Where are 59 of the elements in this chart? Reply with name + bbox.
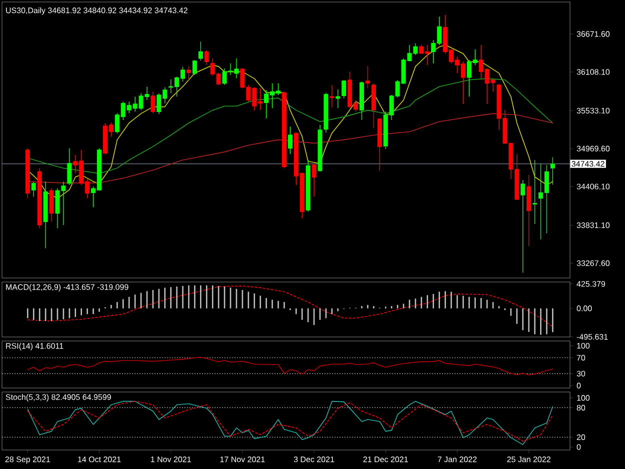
- y-tick-label: 36108.10: [576, 69, 610, 75]
- line-series: [27, 78, 554, 174]
- candlestick: [377, 118, 382, 172]
- candlestick: [336, 88, 340, 109]
- chart-title: MACD(12,26,9) -413.657 -319.099: [6, 284, 128, 292]
- line-series: [27, 356, 554, 376]
- text: US30,Daily 34681.92 34840.92 34434.92 34743.42: [6, 7, 188, 15]
- candlestick: [198, 41, 203, 61]
- y-tick-label: 30: [576, 370, 586, 376]
- y-tick-label: 0: [576, 444, 581, 450]
- y-tick-label: 34969.60: [576, 146, 610, 152]
- candlestick: [318, 124, 322, 172]
- chart-title: Stoch(5,3,3) 82.4905 64.9599: [6, 394, 111, 402]
- candlestick: [324, 92, 328, 134]
- candlestick: [192, 60, 197, 76]
- y-tick-label: 0.00: [576, 306, 592, 312]
- candlestick: [330, 84, 334, 108]
- y-tick-label: 425.379: [576, 281, 606, 287]
- candlestick: [204, 50, 209, 66]
- candlestick: [37, 168, 42, 229]
- y-tick-label: -495.631: [576, 334, 608, 340]
- candlestick: [360, 81, 364, 120]
- candlestick: [306, 160, 310, 212]
- y-tick-label: 100: [577, 342, 590, 349]
- ref-line-label: 34743.42: [572, 161, 604, 167]
- line-series: [27, 113, 554, 184]
- candlestick: [186, 66, 192, 80]
- candlestick: [282, 91, 286, 169]
- y-tick-label: 100: [577, 395, 590, 401]
- x-tick-label: 1 Nov 2021: [151, 456, 191, 462]
- candlestick: [312, 162, 316, 198]
- x-tick-label: 25 Jan 2022: [507, 456, 550, 462]
- candlestick: [25, 148, 30, 199]
- chart-title: RSI(14) 41.6011: [6, 342, 64, 350]
- x-tick-label: 7 Jan 2022: [438, 456, 477, 462]
- y-tick-label: 36671.60: [576, 31, 610, 37]
- candlestick: [67, 148, 72, 186]
- x-tick-label: 17 Nov 2021: [220, 456, 265, 462]
- x-tick-label: 21 Dec 2021: [363, 456, 408, 462]
- candlestick: [150, 91, 156, 114]
- y-tick-label: 20: [576, 434, 586, 440]
- candlestick: [49, 188, 54, 222]
- x-tick-label: 28 Sep 2021: [5, 456, 50, 464]
- y-tick-label: 33831.10: [576, 222, 610, 228]
- y-tick-label: 34406.10: [576, 184, 610, 190]
- candlestick: [43, 181, 48, 249]
- x-tick-label: 14 Oct 2021: [78, 456, 121, 462]
- candlestick: [288, 126, 292, 154]
- line-series: [27, 44, 554, 199]
- candlestick: [526, 174, 532, 246]
- candlestick: [342, 80, 346, 99]
- candlestick: [31, 181, 36, 198]
- y-tick-label: 0: [576, 382, 581, 388]
- x-tick-label: 3 Dec 2021: [294, 456, 334, 462]
- y-tick-label: 80: [576, 404, 586, 411]
- y-tick-label: 35533.10: [576, 108, 610, 114]
- y-tick-label: 33267.60: [576, 260, 610, 266]
- y-tick-label: 70: [576, 354, 586, 361]
- candlestick: [371, 82, 376, 129]
